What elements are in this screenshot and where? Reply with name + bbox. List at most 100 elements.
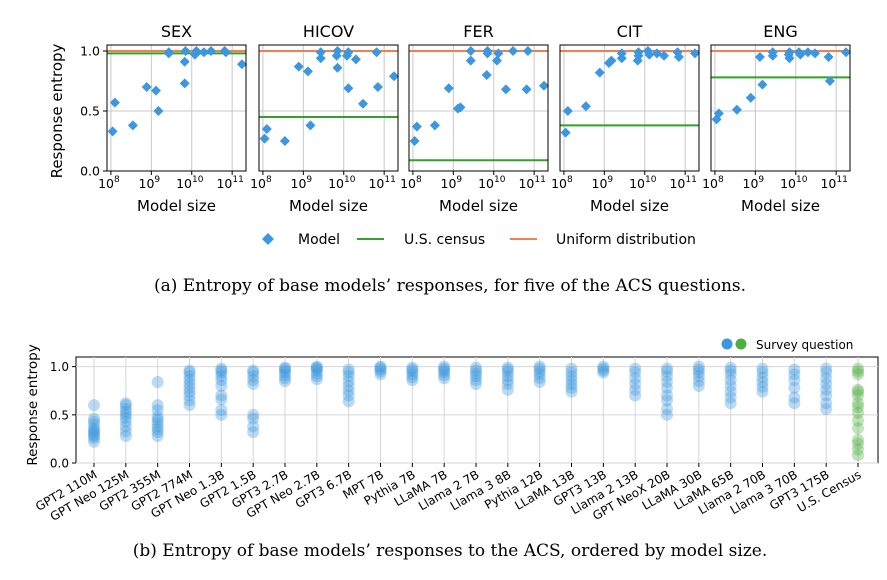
- dot-16-2: [597, 362, 610, 375]
- model-point-3: [141, 82, 152, 92]
- dot-18-6: [661, 370, 673, 383]
- dot-3-9: [183, 364, 196, 377]
- model-point-14: [206, 46, 217, 56]
- model-point-2: [731, 104, 742, 115]
- subplot-title: SEX: [161, 22, 192, 41]
- dot-5-6: [247, 370, 260, 383]
- model-point-2: [279, 136, 290, 146]
- dot-20-5: [724, 368, 737, 381]
- x-tick-label-10: 1010: [478, 175, 506, 191]
- x-tick-label-11: 1011: [820, 175, 847, 191]
- dot-4-9: [215, 362, 228, 375]
- dot-8-2: [342, 384, 355, 397]
- model-point-7: [465, 46, 476, 56]
- dot-12-2: [470, 370, 482, 383]
- y-tick-label-1: 0.5: [80, 104, 100, 119]
- model-point-2: [580, 101, 591, 112]
- dot-3-5: [183, 377, 196, 390]
- model-point-10: [332, 46, 343, 56]
- dot-1-0: [119, 430, 132, 443]
- dot-3-3: [183, 385, 196, 398]
- dot-19-5: [692, 360, 705, 373]
- dot-14-2: [533, 368, 546, 381]
- plot-frame: [559, 44, 700, 172]
- dot-8-1: [342, 389, 355, 402]
- dot-23-0: [820, 403, 833, 416]
- dot-5-4: [247, 377, 260, 390]
- dot-0-0: [88, 435, 100, 448]
- legend-green-dot: [735, 338, 747, 350]
- dot-10-0: [406, 374, 419, 387]
- dot-18-0: [661, 408, 673, 421]
- dot-19-3: [692, 366, 705, 379]
- model-point-3: [594, 67, 605, 78]
- plot-frame: [408, 44, 549, 172]
- dot-23-3: [820, 383, 833, 396]
- model-point-11: [491, 55, 502, 66]
- dot-3-6: [183, 374, 196, 387]
- bottom-panel: Response entropy 0.0 0.5 1.0 GPT2 110MGPT …: [25, 338, 879, 561]
- dot-2-4: [151, 416, 164, 429]
- dot-8-0: [342, 395, 355, 408]
- x-tick-label-11: 1011: [216, 175, 243, 191]
- dot-0-8: [88, 415, 100, 428]
- dot-8-7: [342, 363, 355, 376]
- dot-3-8: [183, 366, 196, 379]
- dot-1-1: [119, 425, 132, 438]
- dot-6-4: [279, 364, 291, 377]
- dot-8-5: [342, 370, 355, 383]
- legend-model-label: Model: [298, 232, 340, 248]
- x-axis-label: Model size: [137, 197, 216, 215]
- x-tick-label-8: 108: [250, 175, 272, 191]
- x-tick-label-9: 109: [441, 175, 463, 191]
- dot-24-2: [852, 437, 864, 450]
- x-tick-label-11: 1011: [518, 175, 545, 191]
- model-point-4: [150, 85, 161, 96]
- dot-10-2: [406, 368, 419, 381]
- model-point-14: [350, 54, 361, 65]
- caption-b: (b) Entropy of base models’ responses to…: [133, 541, 768, 561]
- model-point-12: [493, 48, 504, 59]
- x-axis-label: Model size: [439, 197, 518, 215]
- dot-15-3: [565, 374, 578, 387]
- dot-22-5: [788, 363, 801, 376]
- dot-24-8: [852, 397, 864, 410]
- model-point-4: [754, 52, 765, 62]
- model-point-16: [522, 46, 533, 56]
- dot-19-2: [692, 370, 705, 383]
- legend-survey-question-label: Survey question: [756, 338, 853, 352]
- x-tick-label-10: 1010: [176, 175, 204, 191]
- dot-6-2: [279, 369, 291, 382]
- model-point-18: [388, 71, 399, 82]
- dot-22-3: [788, 374, 801, 387]
- dot-5-0: [247, 426, 260, 439]
- dot-1-8: [119, 399, 132, 412]
- dot-5-8: [247, 364, 260, 377]
- x-tick-label-8: 108: [98, 175, 120, 191]
- dot-3-2: [183, 389, 196, 402]
- bottom-ticks: 0.0 0.5 1.0: [50, 360, 859, 471]
- dot-18-8: [661, 362, 673, 375]
- model-point-1: [261, 124, 272, 134]
- dot-12-1: [470, 374, 482, 387]
- dot-13-3: [501, 370, 514, 383]
- dot-18-3: [661, 389, 673, 402]
- subplot-cit: 108 109 1010 1011 CIT Model size: [551, 22, 700, 215]
- dot-0-6: [88, 422, 100, 435]
- y-tick-label-0: 0.0: [50, 457, 69, 471]
- dot-15-5: [565, 366, 578, 379]
- model-point-7: [315, 47, 326, 58]
- dot-13-6: [501, 361, 514, 374]
- dot-24-14: [852, 362, 864, 375]
- dot-17-4: [629, 366, 642, 379]
- dot-4-3: [215, 389, 228, 402]
- model-point-3: [293, 61, 304, 72]
- dot-5-7: [247, 366, 260, 379]
- model-point-16: [371, 47, 382, 58]
- dot-11-3: [438, 364, 451, 377]
- y-tick-label-1: 0.5: [50, 408, 69, 422]
- legend-census-label: U.S. census: [404, 232, 485, 248]
- dot-5-3: [247, 408, 260, 421]
- dot-21-0: [756, 385, 769, 398]
